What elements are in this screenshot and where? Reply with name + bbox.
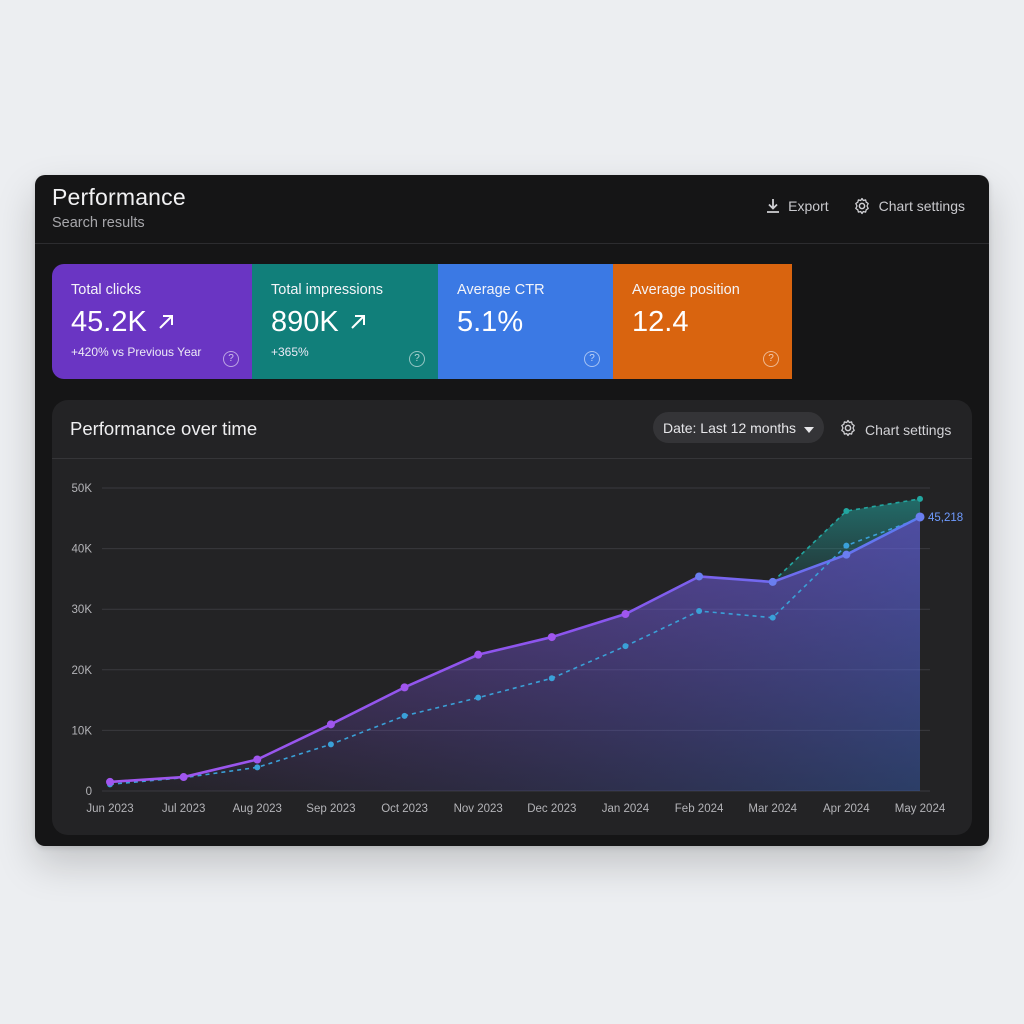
data-point bbox=[842, 550, 851, 559]
data-point bbox=[621, 610, 630, 619]
data-point bbox=[843, 542, 850, 549]
y-tick-label: 20K bbox=[72, 665, 93, 677]
x-tick-label: Feb 2024 bbox=[675, 803, 724, 815]
data-point bbox=[547, 633, 556, 642]
metric-card-average-position[interactable]: Average position 12.4 ? bbox=[613, 264, 792, 379]
metric-label: Average position bbox=[632, 282, 740, 298]
arrow-up-right-icon bbox=[157, 306, 175, 339]
chart-header: Performance over time Date: Last 12 mont… bbox=[52, 400, 972, 459]
date-range-dropdown[interactable]: Date: Last 12 months bbox=[653, 412, 824, 443]
metric-value: 12.4 bbox=[632, 306, 689, 338]
y-tick-label: 50K bbox=[72, 483, 93, 495]
metric-card-total-clicks[interactable]: Total clicks 45.2K +420% vs Previous Yea… bbox=[52, 264, 252, 379]
chart-settings-button[interactable]: Chart settings bbox=[839, 419, 951, 440]
performance-line-chart: 0 10K 20K 30K 40K 50K Jun 2023 Jul 2023 Aug 2023… bbox=[72, 483, 964, 815]
arrow-up-right-icon bbox=[349, 306, 367, 339]
data-point bbox=[179, 773, 188, 782]
clicks-area-tint bbox=[110, 516, 920, 791]
chart-settings-label: Chart settings bbox=[865, 421, 952, 438]
data-point bbox=[915, 512, 925, 522]
x-tick-label: Dec 2023 bbox=[527, 803, 576, 815]
metric-change: +365% bbox=[271, 345, 309, 359]
metric-cards: Total clicks 45.2K +420% vs Previous Yea… bbox=[52, 264, 792, 379]
x-tick-label: Apr 2024 bbox=[823, 803, 870, 815]
impressions-band-line bbox=[772, 498, 921, 583]
export-label: Export bbox=[788, 198, 829, 214]
data-point bbox=[696, 608, 703, 615]
page-subtitle: Search results bbox=[52, 215, 145, 231]
data-point bbox=[768, 577, 777, 586]
impressions-band-area bbox=[772, 498, 920, 582]
y-tick-label: 30K bbox=[72, 604, 93, 616]
metric-value: 45.2K bbox=[71, 306, 147, 338]
data-point bbox=[401, 712, 408, 719]
x-tick-label: Jan 2024 bbox=[602, 803, 650, 815]
data-point bbox=[622, 643, 629, 650]
date-range-label: Date: Last 12 months bbox=[662, 419, 797, 436]
x-tick-label: Sep 2023 bbox=[306, 803, 355, 815]
help-icon[interactable]: ? bbox=[763, 351, 779, 367]
data-point bbox=[327, 741, 334, 748]
data-point bbox=[475, 694, 482, 701]
metric-change: +420% vs Previous Year bbox=[71, 345, 202, 359]
performance-chart-panel: Performance over time Date: Last 12 mont… bbox=[52, 400, 972, 835]
data-point bbox=[548, 675, 555, 682]
chart-settings-button[interactable]: Chart settings bbox=[853, 197, 965, 215]
gear-icon bbox=[839, 419, 857, 440]
y-tick-label: 10K bbox=[72, 725, 93, 737]
metric-value: 890K bbox=[271, 306, 339, 338]
y-tick-label: 40K bbox=[72, 544, 93, 556]
metric-card-total-impressions[interactable]: Total impressions 890K +365% ? bbox=[252, 264, 438, 379]
download-icon bbox=[766, 198, 780, 214]
metric-value: 5.1% bbox=[457, 306, 524, 338]
previous-period-line bbox=[109, 517, 921, 786]
x-tick-label: Aug 2023 bbox=[233, 803, 282, 815]
panel-header: Performance Search results Export Chart … bbox=[35, 175, 989, 244]
performance-panel: Performance Search results Export Chart … bbox=[35, 175, 989, 846]
caret-down-icon bbox=[804, 420, 815, 436]
chart-settings-label: Chart settings bbox=[878, 198, 965, 214]
data-point bbox=[400, 683, 409, 692]
x-tick-label: Jul 2023 bbox=[162, 803, 205, 815]
data-point bbox=[695, 572, 704, 581]
export-button[interactable]: Export bbox=[766, 198, 829, 214]
page-title: Performance bbox=[52, 184, 186, 210]
chart-title: Performance over time bbox=[70, 418, 258, 439]
help-icon[interactable]: ? bbox=[584, 351, 600, 367]
data-point bbox=[254, 764, 261, 771]
metric-label: Total impressions bbox=[271, 282, 384, 298]
x-tick-label: Oct 2023 bbox=[381, 803, 428, 815]
end-value-label: 45,218 bbox=[928, 512, 963, 524]
help-icon[interactable]: ? bbox=[223, 351, 239, 367]
clicks-line bbox=[109, 515, 921, 784]
x-tick-label: May 2024 bbox=[895, 803, 946, 815]
data-point bbox=[474, 650, 483, 659]
metric-label: Total clicks bbox=[71, 282, 142, 298]
metric-label: Average CTR bbox=[457, 282, 545, 298]
gear-icon bbox=[853, 197, 871, 215]
data-point bbox=[253, 755, 262, 764]
data-point bbox=[769, 614, 776, 621]
help-icon[interactable]: ? bbox=[409, 351, 425, 367]
data-point bbox=[326, 720, 335, 729]
y-tick-label: 0 bbox=[86, 786, 92, 798]
x-tick-label: Mar 2024 bbox=[748, 803, 797, 815]
x-tick-label: Nov 2023 bbox=[454, 803, 503, 815]
metric-card-average-ctr[interactable]: Average CTR 5.1% ? bbox=[438, 264, 613, 379]
x-tick-label: Jun 2023 bbox=[86, 803, 133, 815]
data-point bbox=[843, 508, 850, 515]
data-point bbox=[106, 777, 114, 786]
data-point bbox=[917, 495, 923, 502]
